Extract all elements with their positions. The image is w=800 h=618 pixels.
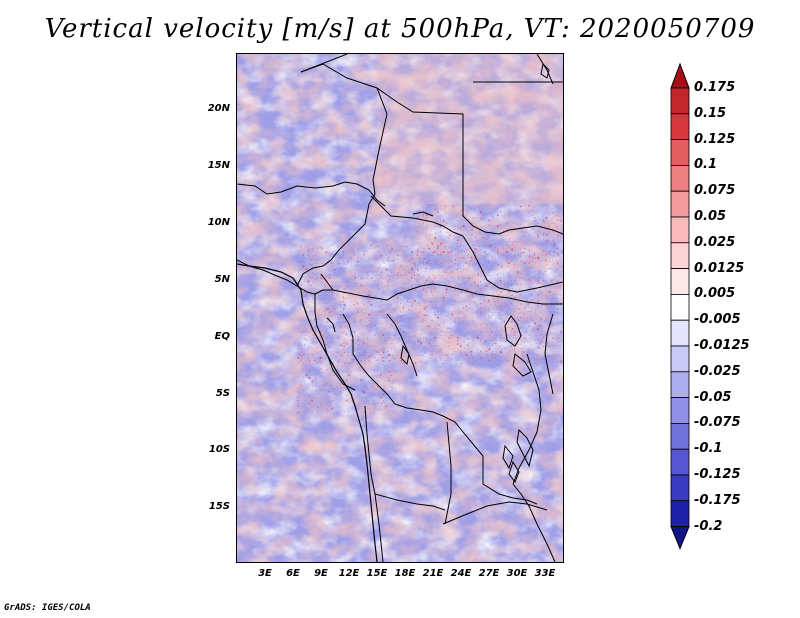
- colorbar-segment: [670, 448, 690, 476]
- colorbar-tick-label: 0.125: [694, 131, 736, 147]
- colorbar: [670, 62, 690, 550]
- colorbar-tick-label: 0.175: [694, 80, 736, 95]
- lon-tick-18e: 18E: [394, 568, 416, 579]
- colorbar-segment: [670, 371, 690, 398]
- lon-tick-6e: 6E: [286, 568, 300, 579]
- colorbar-segment: [670, 474, 690, 502]
- lon-tick-15e: 15E: [366, 568, 388, 579]
- colorbar-segment: [670, 422, 690, 450]
- lat-tick-15s: 15S: [208, 501, 230, 512]
- colorbar-segment: [670, 139, 690, 166]
- colorbar-tick-label: 0.15: [694, 105, 727, 121]
- political-boundaries: [237, 54, 563, 562]
- lat-tick-5s: 5S: [215, 388, 230, 399]
- convective-band: [297, 204, 563, 414]
- colorbar-segment: [670, 293, 690, 321]
- colorbar-tick-label: 0.05: [694, 209, 727, 224]
- map-panel: [236, 53, 564, 563]
- colorbar-tick-label: -0.075: [694, 415, 741, 431]
- lon-tick-21e: 21E: [422, 568, 444, 579]
- lon-tick-30e: 30E: [506, 568, 528, 579]
- lon-tick-9e: 9E: [314, 568, 328, 579]
- colorbar-segment: [670, 319, 690, 347]
- colorbar-bottom-arrow: [670, 526, 690, 550]
- colorbar-segment: [670, 190, 690, 218]
- lon-tick-3e: 3E: [258, 568, 272, 579]
- colorbar-tick-label: -0.005: [694, 312, 741, 328]
- colorbar-segment: [670, 242, 690, 270]
- colorbar-segment: [670, 500, 690, 527]
- colorbar-tick-label: 0.005: [694, 286, 736, 302]
- colorbar-segment: [670, 216, 690, 244]
- coastline: [237, 263, 378, 562]
- colorbar-tick-label: 0.0125: [694, 260, 745, 276]
- lat-tick-20n: 20N: [207, 103, 230, 114]
- colorbar-tick-label: -0.025: [694, 363, 741, 379]
- colorbar-tick-label: 0.025: [694, 234, 736, 250]
- lon-tick-27e: 27E: [478, 568, 500, 579]
- field-ne-band: [377, 54, 563, 204]
- colorbar-tick-label: -0.125: [694, 467, 741, 482]
- colorbar-segment: [670, 268, 690, 295]
- colorbar-tick-label: -0.1: [694, 441, 723, 457]
- colorbar-tick-label: 0.1: [694, 157, 718, 173]
- colorbar-segment: [670, 113, 690, 140]
- colorbar-tick-label: -0.0125: [694, 338, 750, 353]
- lon-tick-33e: 33E: [534, 568, 556, 579]
- colorbar-tick-label: -0.05: [694, 389, 732, 405]
- lakes: [400, 62, 550, 484]
- colorbar-segment: [670, 165, 690, 192]
- colorbar-segment: [670, 397, 690, 424]
- lon-tick-24e: 24E: [450, 568, 472, 579]
- colorbar-tick-label: -0.2: [694, 518, 723, 534]
- colorbar-tick-label: -0.175: [694, 492, 741, 508]
- credit-text: GrADS: IGES/COLA: [4, 603, 91, 613]
- lat-tick-5n: 5N: [214, 274, 230, 285]
- colorbar-segment: [670, 87, 690, 115]
- chart-title: Vertical velocity [m/s] at 500hPa, VT: 2…: [44, 14, 756, 44]
- lon-tick-12e: 12E: [338, 568, 360, 579]
- colorbar-segment: [670, 345, 690, 373]
- colorbar-tick-label: 0.075: [694, 183, 736, 199]
- colorbar-top-arrow: [670, 62, 690, 89]
- lat-tick-10n: 10N: [207, 217, 230, 228]
- lat-tick-10s: 10S: [208, 444, 230, 455]
- lat-tick-eq: EQ: [214, 331, 230, 342]
- velocity-field-map: [237, 54, 563, 562]
- lat-tick-15n: 15N: [207, 160, 230, 171]
